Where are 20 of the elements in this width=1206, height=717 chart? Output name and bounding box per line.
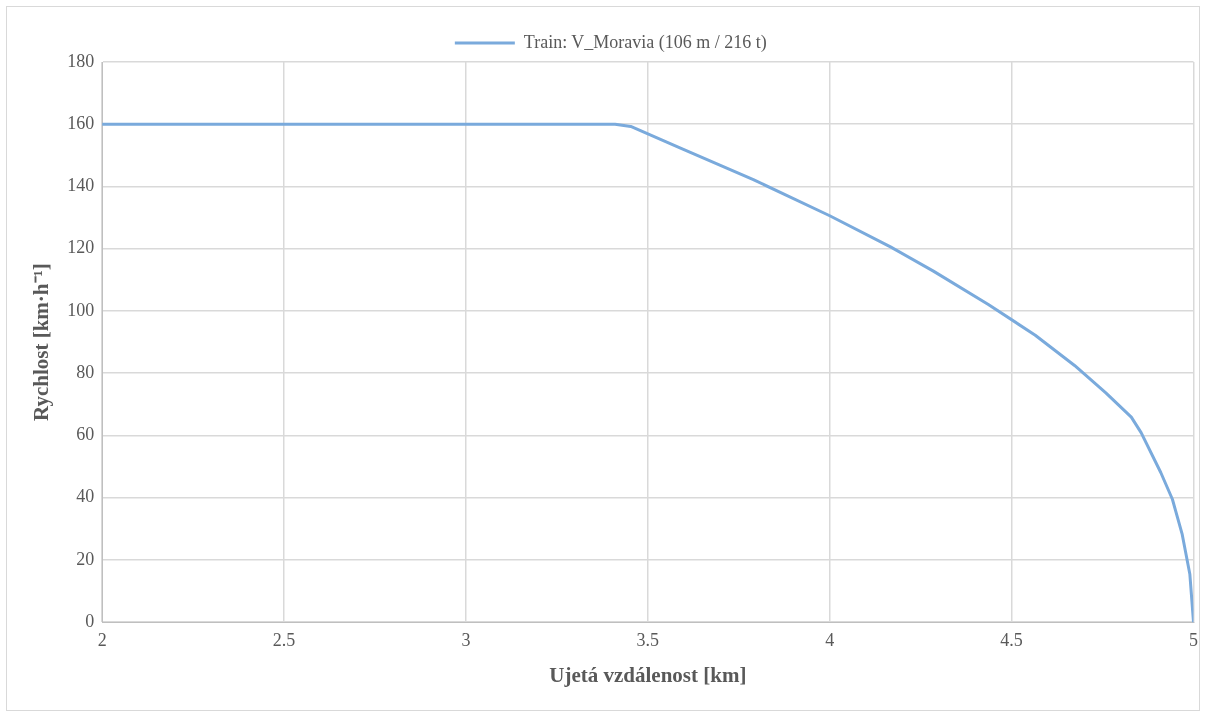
y-tick-label: 0 bbox=[85, 610, 95, 631]
y-tick-label: 140 bbox=[67, 175, 95, 196]
y-axis-title: Rychlost [km·h⁻¹] bbox=[29, 263, 54, 422]
y-tick-label: 80 bbox=[76, 361, 95, 382]
x-axis-title: Ujetá vzdálenost [km] bbox=[549, 662, 747, 687]
legend-label: Train: V_Moravia (106 m / 216 t) bbox=[523, 31, 767, 53]
x-tick-label: 2 bbox=[97, 629, 107, 650]
y-tick-label: 100 bbox=[67, 299, 95, 320]
y-tick-label: 180 bbox=[67, 50, 95, 71]
y-tick-label: 60 bbox=[76, 424, 95, 445]
x-tick-label: 3 bbox=[461, 629, 471, 650]
x-tick-label: 4 bbox=[825, 629, 835, 650]
y-tick-label: 120 bbox=[67, 237, 95, 258]
x-tick-label: 4.5 bbox=[1000, 629, 1023, 650]
x-tick-label: 2.5 bbox=[272, 629, 296, 650]
x-tick-label: 3.5 bbox=[636, 629, 660, 650]
x-tick-label: 5 bbox=[1189, 629, 1198, 650]
y-tick-label: 40 bbox=[76, 486, 95, 507]
y-tick-label: 160 bbox=[67, 112, 95, 133]
y-tick-label: 20 bbox=[76, 548, 95, 569]
